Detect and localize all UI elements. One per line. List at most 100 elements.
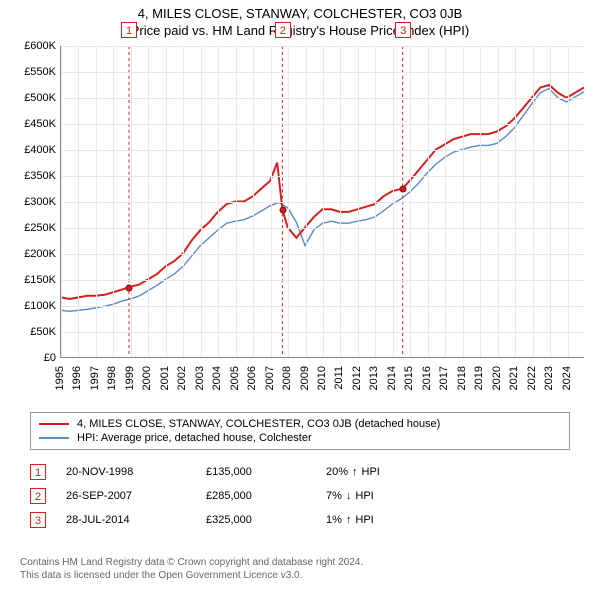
transaction-price: £325,000 (206, 514, 326, 526)
gridline-v (515, 46, 516, 357)
x-axis-label: 2004 (211, 366, 223, 390)
legend-label: HPI: Average price, detached house, Colc… (77, 432, 312, 444)
gridline-v (253, 46, 254, 357)
transaction-marker: 1 (30, 464, 46, 480)
gridline-v (463, 46, 464, 357)
gridline-v (445, 46, 446, 357)
x-axis-label: 1995 (54, 366, 66, 390)
transaction-row: 2 26-SEP-2007£285,0007% ↓HPI (30, 484, 570, 508)
transaction-row: 120-NOV-1998£135,00020%↑HPI (30, 460, 570, 484)
transaction-delta-label: HPI (355, 490, 373, 502)
chart-container: 123 £0£50K£100K£150K£200K£250K£300K£350K… (10, 46, 590, 406)
y-axis-label: £300K (24, 196, 56, 208)
gridline-v (271, 46, 272, 357)
x-axis-label: 2011 (333, 366, 345, 390)
transaction-delta-pct: 1% (326, 514, 342, 526)
gridline-v (358, 46, 359, 357)
x-axis-label: 1997 (89, 366, 101, 390)
legend-row: HPI: Average price, detached house, Colc… (39, 431, 561, 445)
transaction-price: £285,000 (206, 490, 326, 502)
x-axis-label: 2019 (473, 366, 485, 390)
gridline-v (61, 46, 62, 357)
transaction-date: 20-NOV-1998 (66, 466, 206, 478)
chart-subtitle: Price paid vs. HM Land Registry's House … (0, 23, 600, 38)
y-axis-label: £50K (30, 326, 56, 338)
marker-label-2: 2 (275, 22, 291, 38)
gridline-v (201, 46, 202, 357)
x-axis-label: 2024 (561, 366, 573, 390)
gridline-v (340, 46, 341, 357)
x-axis-label: 2009 (299, 366, 311, 390)
gridline-v (288, 46, 289, 357)
marker-dot-3 (400, 186, 407, 193)
y-axis-label: £400K (24, 144, 56, 156)
chart-title-block: 4, MILES CLOSE, STANWAY, COLCHESTER, CO3… (0, 0, 600, 40)
x-axis-label: 2007 (264, 366, 276, 390)
transaction-delta-label: HPI (355, 514, 373, 526)
x-axis-label: 2001 (159, 366, 171, 390)
transaction-price: £135,000 (206, 466, 326, 478)
gridline-v (498, 46, 499, 357)
gridline-v (410, 46, 411, 357)
x-axis-label: 2021 (508, 366, 520, 390)
y-axis-label: £600K (24, 40, 56, 52)
gridline-v (78, 46, 79, 357)
transaction-delta-pct: 20% (326, 466, 348, 478)
transaction-delta-pct: 7% (326, 490, 342, 502)
gridline-v (568, 46, 569, 357)
gridline-v (131, 46, 132, 357)
transaction-delta: 7% ↓HPI (326, 490, 374, 502)
marker-dot-2 (279, 206, 286, 213)
x-axis-label: 1996 (71, 366, 83, 390)
transaction-marker: 3 (30, 512, 46, 528)
y-axis-label: £450K (24, 118, 56, 130)
gridline-v (480, 46, 481, 357)
gridline-v (306, 46, 307, 357)
legend-swatch (39, 423, 69, 425)
arrow-down-icon: ↓ (346, 490, 352, 502)
legend-label: 4, MILES CLOSE, STANWAY, COLCHESTER, CO3… (77, 418, 440, 430)
gridline-v (323, 46, 324, 357)
x-axis-label: 2008 (281, 366, 293, 390)
gridline-v (393, 46, 394, 357)
marker-dot-1 (126, 284, 133, 291)
transaction-delta: 1% ↑HPI (326, 514, 374, 526)
x-axis-label: 2002 (176, 366, 188, 390)
gridline-v (375, 46, 376, 357)
y-axis-label: £100K (24, 300, 56, 312)
footer-line2: This data is licensed under the Open Gov… (20, 569, 363, 582)
arrow-up-icon: ↑ (352, 466, 358, 478)
x-axis-label: 2017 (438, 366, 450, 390)
footer-line1: Contains HM Land Registry data © Crown c… (20, 556, 363, 569)
y-axis-label: £500K (24, 92, 56, 104)
x-axis-label: 2005 (229, 366, 241, 390)
x-axis-label: 2003 (194, 366, 206, 390)
attribution-footer: Contains HM Land Registry data © Crown c… (20, 556, 363, 582)
gridline-v (148, 46, 149, 357)
plot-area: 123 (60, 46, 584, 358)
x-axis-label: 2012 (351, 366, 363, 390)
y-axis-label: £350K (24, 170, 56, 182)
arrow-up-icon: ↑ (346, 514, 352, 526)
transaction-date: 28-JUL-2014 (66, 514, 206, 526)
gridline-v (96, 46, 97, 357)
legend-row: 4, MILES CLOSE, STANWAY, COLCHESTER, CO3… (39, 417, 561, 431)
gridline-v (183, 46, 184, 357)
x-axis-label: 2020 (491, 366, 503, 390)
x-axis-label: 2013 (368, 366, 380, 390)
transaction-marker: 2 (30, 488, 46, 504)
gridline-v (550, 46, 551, 357)
transaction-delta: 20%↑HPI (326, 466, 380, 478)
transaction-row: 3 28-JUL-2014£325,0001% ↑HPI (30, 508, 570, 532)
transaction-date: 26-SEP-2007 (66, 490, 206, 502)
x-axis-label: 2015 (403, 366, 415, 390)
legend-swatch (39, 437, 69, 439)
y-axis-label: £250K (24, 222, 56, 234)
x-axis-label: 1999 (124, 366, 136, 390)
x-axis-label: 2014 (386, 366, 398, 390)
marker-label-1: 1 (121, 22, 137, 38)
y-axis-label: £0 (44, 352, 56, 364)
gridline-v (113, 46, 114, 357)
legend-box: 4, MILES CLOSE, STANWAY, COLCHESTER, CO3… (30, 412, 570, 450)
gridline-v (533, 46, 534, 357)
